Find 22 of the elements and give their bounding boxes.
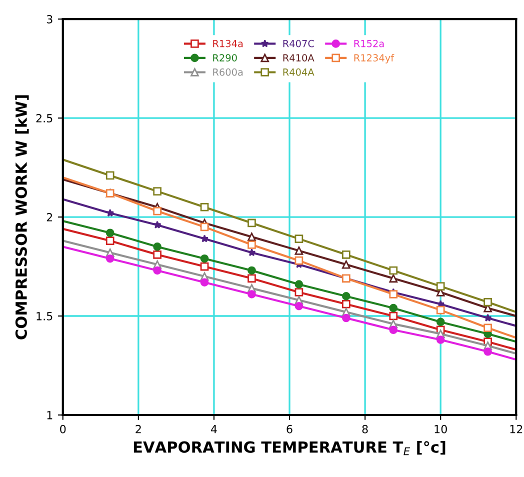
legend-label: R290	[213, 54, 237, 62]
y-tick-label: 3	[46, 15, 52, 24]
y-tick-label: 1	[47, 411, 52, 420]
x-tick-label: 12	[510, 424, 522, 434]
legend-label: R600a	[213, 68, 243, 76]
y-tick-label: 2.5	[36, 114, 52, 122]
x-tick-label: 10	[434, 424, 447, 434]
y-tick-label: 1.5	[36, 312, 52, 320]
x-tick-label: 8	[362, 424, 368, 434]
legend-label: R410A	[283, 54, 314, 62]
x-tick-label: 0	[60, 424, 66, 434]
legend-label: R134a	[213, 40, 243, 48]
legend-label: R1234yf	[354, 54, 394, 64]
x-tick-label: 6	[286, 424, 292, 434]
y-tick-label: 2	[46, 213, 52, 222]
legend-label: R407C	[283, 40, 314, 48]
x-axis-title: EVAPORATING TEMPERATURE T$_{E}$ [°c]	[134, 441, 446, 456]
y-axis-title: COMPRESSOR WORK W [kW]	[15, 95, 29, 340]
x-tick-label: 4	[210, 425, 217, 434]
x-tick-label: 2	[136, 424, 141, 434]
legend-label: R404A	[283, 68, 314, 76]
legend-label: R152a	[354, 40, 384, 48]
